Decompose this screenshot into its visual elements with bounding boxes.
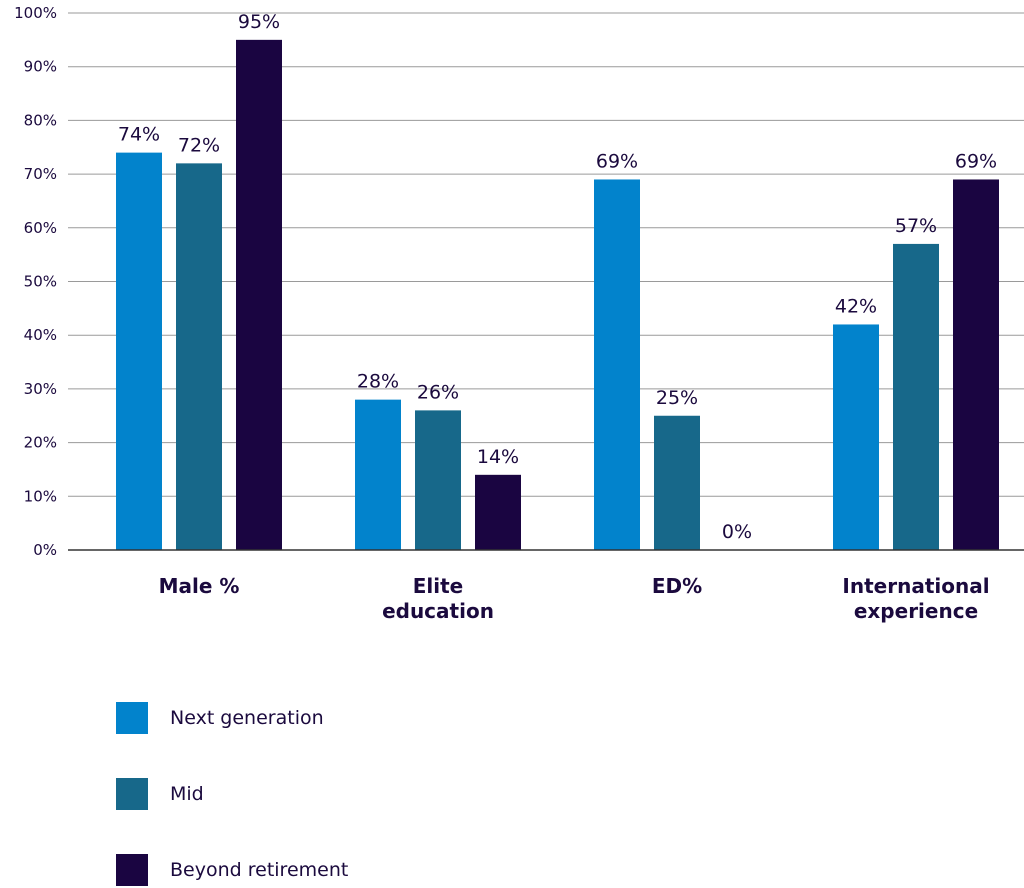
bar: [116, 152, 162, 550]
legend-label-beyond-retirement: Beyond retirement: [170, 859, 349, 881]
data-label: 14%: [477, 446, 519, 468]
bar: [594, 179, 640, 550]
data-label: 28%: [357, 371, 399, 393]
y-tick-label: 30%: [24, 380, 57, 398]
category-label: Elite: [413, 574, 464, 598]
y-tick-label: 90%: [24, 58, 57, 76]
data-labels: 74% 28% 69% 42% 72% 26% 25% 57% 95% 14% 0% 69%: [118, 11, 997, 543]
bar: [236, 39, 282, 550]
data-label: 95%: [238, 11, 280, 33]
y-tick-label: 80%: [24, 111, 57, 129]
category-label: Male %: [159, 574, 240, 598]
y-tick-label: 100%: [14, 4, 57, 22]
data-label: 69%: [955, 150, 997, 172]
legend-swatch-next-generation: [116, 702, 148, 734]
y-axis-tick-labels: 0% 10% 20% 30% 40% 50% 60% 70% 80% 90% 100%: [14, 4, 57, 559]
bar: [475, 474, 521, 550]
data-label: 25%: [656, 387, 698, 409]
y-tick-label: 40%: [24, 326, 57, 344]
legend-swatch-beyond-retirement: [116, 854, 148, 886]
bar: [953, 179, 999, 550]
y-tick-label: 50%: [24, 273, 57, 291]
data-label: 26%: [417, 381, 459, 403]
y-tick-label: 20%: [24, 434, 57, 452]
y-tick-label: 10%: [24, 487, 57, 505]
bar: [654, 415, 700, 550]
legend-item-beyond-retirement: Beyond retirement: [116, 854, 348, 886]
bars: [116, 39, 999, 551]
category-label: experience: [854, 599, 978, 623]
bar: [415, 410, 461, 550]
data-label: 69%: [596, 150, 638, 172]
bar: [833, 324, 879, 550]
category-label: International: [842, 574, 989, 598]
gridlines: [68, 12, 1024, 497]
bar: [355, 399, 401, 550]
legend-item-mid: Mid: [116, 778, 204, 810]
data-label: 74%: [118, 124, 160, 146]
y-tick-label: 0%: [33, 541, 57, 559]
data-label: 0%: [722, 521, 752, 543]
data-label: 57%: [895, 215, 937, 237]
bar: [176, 163, 222, 551]
bar-chart: 0% 10% 20% 30% 40% 50% 60% 70% 80% 90% 100% 74% 28%…: [14, 4, 1024, 623]
data-label: 42%: [835, 295, 877, 317]
category-label: education: [382, 599, 494, 623]
legend-label-mid: Mid: [170, 783, 204, 805]
y-tick-label: 70%: [24, 165, 57, 183]
legend-item-next-generation: Next generation: [116, 702, 324, 734]
category-label: ED%: [652, 574, 702, 598]
bar: [893, 243, 939, 550]
legend-label-next-generation: Next generation: [170, 707, 324, 729]
legend-swatch-mid: [116, 778, 148, 810]
data-label: 72%: [178, 134, 220, 156]
y-tick-label: 60%: [24, 219, 57, 237]
